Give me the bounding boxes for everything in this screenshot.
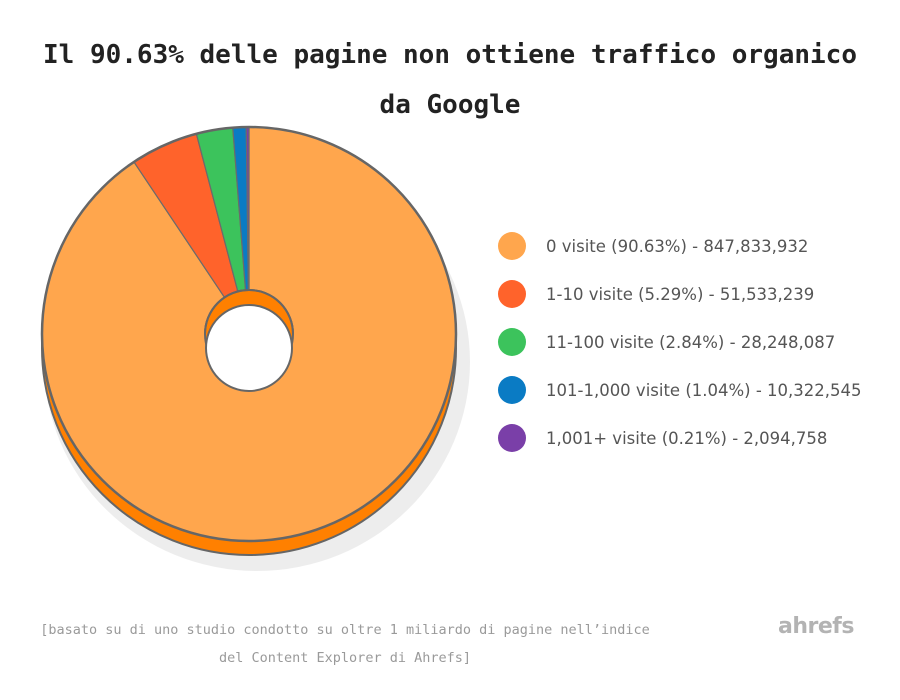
chart-title-line-2: da Google [379,90,521,120]
legend-item-4: 1,001+ visite (0.21%) - 2,094,758 [498,414,862,462]
legend-item-1: 1-10 visite (5.29%) - 51,533,239 [498,270,862,318]
footnote-line-2: del Content Explorer di Ahrefs] [219,650,471,666]
legend-label-2: 11-100 visite (2.84%) - 28,248,087 [546,332,836,352]
donut-top-outline [40,125,458,543]
donut-hole-outline [205,304,293,392]
legend-label-1: 1-10 visite (5.29%) - 51,533,239 [546,284,815,304]
donut-hole [206,305,292,391]
legend-label-3: 101-1,000 visite (1.04%) - 10,322,545 [546,380,862,400]
donut-hole-rim [204,289,294,335]
chart-title: Il 90.63% delle pagine non ottiene traff… [0,30,900,130]
chart-title-line-1: Il 90.63% delle pagine non ottiene traff… [43,40,857,70]
legend-item-3: 101-1,000 visite (1.04%) - 10,322,545 [498,366,862,414]
legend-item-0: 0 visite (90.63%) - 847,833,932 [498,222,862,270]
legend-label-4: 1,001+ visite (0.21%) - 2,094,758 [546,428,828,448]
footnote: [basato su di uno studio condotto su olt… [40,616,650,672]
chart-legend: 0 visite (90.63%) - 847,833,932 1-10 vis… [498,222,862,462]
legend-item-2: 11-100 visite (2.84%) - 28,248,087 [498,318,862,366]
legend-swatch-1 [498,280,526,308]
legend-swatch-2 [498,328,526,356]
footnote-line-1: [basato su di uno studio condotto su olt… [40,622,650,638]
legend-label-0: 0 visite (90.63%) - 847,833,932 [546,236,809,256]
legend-swatch-4 [498,424,526,452]
legend-swatch-3 [498,376,526,404]
brand-logo: ahrefs [778,614,854,639]
legend-swatch-0 [498,232,526,260]
